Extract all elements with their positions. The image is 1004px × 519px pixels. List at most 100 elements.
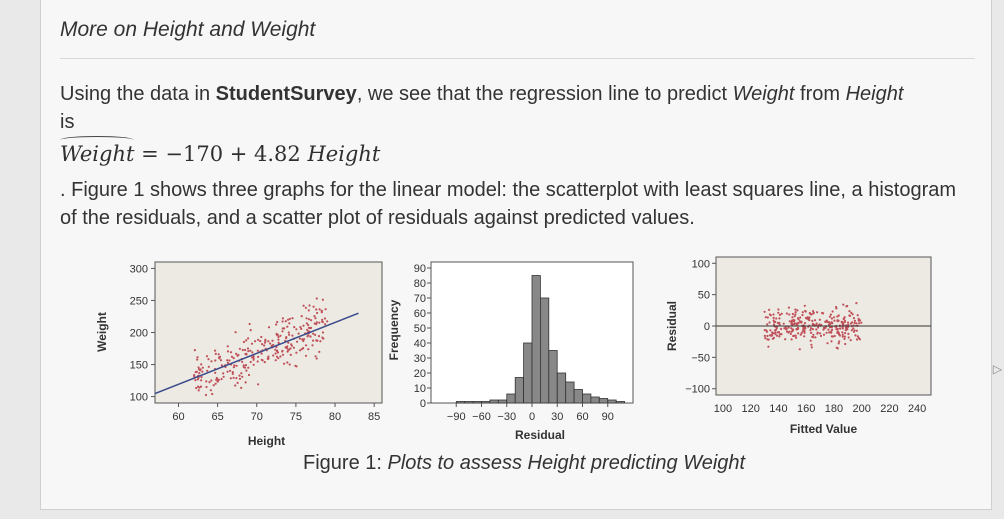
- plot3-point: [768, 334, 772, 337]
- plot3-point: [772, 313, 775, 316]
- plot3-point: [780, 327, 783, 331]
- plot1-point: [214, 349, 217, 352]
- plot1-point: [197, 389, 200, 392]
- plot3-point: [794, 313, 797, 316]
- plot3-point: [796, 309, 799, 312]
- plot2-y-label: Frequency: [387, 299, 401, 360]
- plot2-y-tick-label: 20: [414, 368, 426, 380]
- plot1-point: [263, 341, 267, 344]
- plot1-point: [306, 328, 309, 331]
- plot1-point: [287, 331, 290, 334]
- plot1-point: [245, 353, 248, 356]
- plot2-x-label: Residual: [515, 428, 565, 442]
- plot1-point: [300, 315, 303, 318]
- plot1-point: [214, 371, 217, 374]
- plot1-point: [200, 363, 203, 366]
- plot3-point: [818, 318, 822, 321]
- plot1-point: [259, 340, 262, 343]
- plot1-point: [277, 341, 280, 344]
- plot3-point: [846, 328, 849, 331]
- plot1-point: [232, 376, 235, 379]
- plot3-point: [838, 334, 842, 337]
- formula-lhs: Weight: [60, 136, 135, 166]
- plot1-point: [274, 348, 277, 351]
- histogram-bar: [481, 401, 491, 404]
- plot1-point: [312, 339, 315, 342]
- plot3-point: [788, 313, 791, 316]
- plot1-point: [321, 336, 324, 339]
- plot3-point: [812, 311, 815, 314]
- plot3-point: [767, 345, 770, 348]
- plot2-x-tick-label: −30: [497, 411, 516, 423]
- plot3-point: [828, 331, 831, 334]
- plot3-point: [799, 333, 802, 336]
- plot1-point: [238, 374, 241, 377]
- plot3-point: [803, 328, 806, 332]
- plot1-point: [241, 360, 244, 363]
- plot1-point: [228, 359, 231, 362]
- plot3-point: [809, 329, 812, 332]
- plot1-point: [235, 352, 238, 355]
- plot1-point: [277, 338, 280, 341]
- plot1-point: [249, 329, 252, 332]
- plot3-point: [795, 327, 798, 331]
- plot3-point: [797, 332, 800, 335]
- plot1-point: [240, 386, 243, 389]
- plot1-y-tick-label: 150: [130, 360, 148, 372]
- plot3-point: [776, 321, 780, 325]
- plot1-point: [197, 366, 200, 369]
- histogram-bar: [497, 399, 508, 404]
- plot1-point: [272, 343, 275, 346]
- plot1-point: [235, 377, 238, 380]
- plot3-point: [847, 323, 850, 326]
- plot1-point: [196, 358, 199, 361]
- plot1-y-label: Weight: [95, 312, 109, 352]
- plot3-point: [853, 322, 856, 325]
- plot3-point: [848, 314, 852, 317]
- plot1-point: [283, 362, 286, 365]
- plot1-point: [274, 359, 277, 362]
- plot2-y-tick-label: 0: [420, 398, 426, 410]
- plot2-y-tick-label: 10: [414, 383, 426, 395]
- plot3-x-tick-label: 200: [852, 403, 870, 415]
- plot3-point: [780, 333, 783, 336]
- intro-text-2: , we see that the regression line to pre…: [356, 83, 733, 105]
- plot3-point: [776, 331, 780, 334]
- histogram-bar: [506, 393, 516, 404]
- plot3-point: [854, 334, 857, 337]
- plot1-point: [281, 320, 284, 323]
- plot1-point: [226, 361, 229, 364]
- plot3-point: [832, 316, 836, 319]
- plot3-point: [837, 342, 840, 345]
- plot3-point: [796, 323, 799, 326]
- response-variable: Weight: [732, 83, 795, 105]
- plot3-point: [830, 329, 833, 332]
- plot3-point: [850, 329, 854, 332]
- plot3-point: [831, 310, 834, 313]
- plot3-y-tick-label: 100: [692, 258, 710, 270]
- plot1-point: [291, 317, 294, 320]
- plot3-y-tick-label: −50: [691, 352, 710, 364]
- plot3-point: [796, 326, 800, 329]
- plot1-point: [250, 342, 254, 345]
- plot1-point: [232, 357, 235, 360]
- plot1-point: [289, 353, 292, 356]
- plot3-point: [819, 332, 822, 335]
- plot1-point: [207, 365, 210, 368]
- plot3-point: [795, 336, 798, 339]
- plot1-point: [205, 355, 209, 358]
- plot1-point: [315, 308, 318, 311]
- plot1-point: [305, 317, 308, 320]
- plot1-x-tick-label: 70: [251, 411, 263, 423]
- section-title: More on Height and Weight: [60, 18, 316, 41]
- plot3-point: [830, 340, 833, 343]
- histogram-bar: [607, 399, 617, 404]
- plot3-point: [817, 326, 820, 329]
- plot3-point: [793, 322, 797, 325]
- plot3-point: [773, 320, 776, 324]
- plot3-point: [841, 335, 844, 338]
- plot1-point: [235, 364, 238, 367]
- plot1-point: [206, 369, 209, 372]
- plot1-point: [241, 348, 244, 352]
- intro-paragraph: Using the data in StudentSurvey, we see …: [60, 80, 960, 136]
